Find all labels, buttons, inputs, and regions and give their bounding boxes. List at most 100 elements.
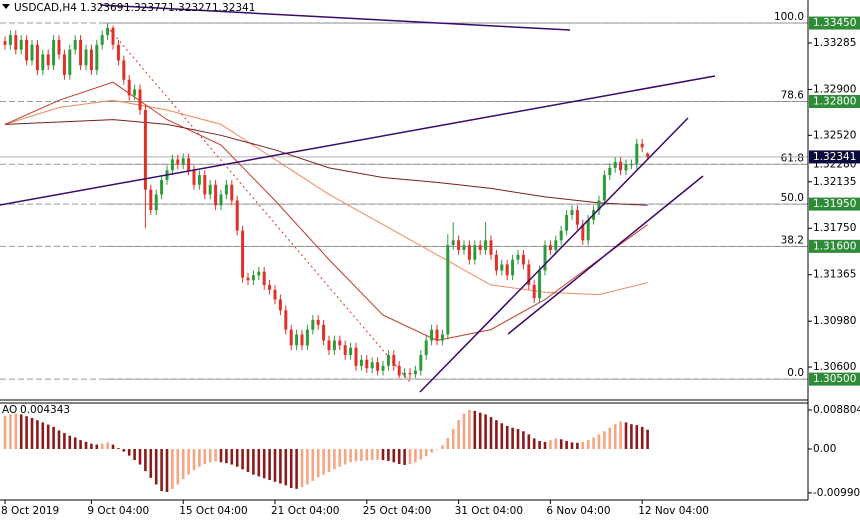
menu-arrow	[2, 4, 10, 9]
ao-bar	[570, 442, 574, 449]
ao-bar	[619, 421, 622, 449]
candle-body	[478, 245, 482, 250]
ao-bar	[133, 448, 136, 461]
x-tick-label: 8 Oct 2019	[1, 505, 59, 517]
ao-bar	[30, 417, 34, 449]
candle-body	[154, 194, 158, 211]
ao-bar	[495, 420, 498, 449]
ao-bar	[613, 424, 617, 449]
candle-body	[322, 324, 326, 341]
candle-body	[46, 54, 50, 66]
candle-body	[100, 35, 104, 45]
ao-bar	[592, 437, 595, 449]
candle-body	[467, 245, 471, 260]
ao-bar	[338, 448, 342, 467]
candle-body	[327, 340, 331, 351]
candle-body	[581, 224, 585, 241]
candle-body	[235, 200, 239, 231]
ao-bar	[484, 414, 487, 449]
candle-body	[613, 161, 617, 168]
candle-body	[241, 230, 245, 278]
candle-body	[273, 289, 277, 300]
ao-bar	[46, 424, 50, 449]
y-tick-label: 1.30980	[813, 315, 856, 327]
candle-body	[133, 89, 137, 96]
ao-bar	[478, 412, 482, 449]
price-box-label: 1.31950	[813, 198, 856, 210]
ao-bar	[154, 448, 158, 485]
fib-baseline	[109, 29, 411, 383]
ao-bar	[279, 448, 282, 484]
x-tick-label: 31 Oct 04:00	[455, 505, 523, 517]
ao-bar	[635, 425, 639, 449]
ao-bar	[441, 445, 444, 449]
ao-bar	[306, 448, 309, 485]
ao-bar	[559, 439, 563, 449]
ao-bar	[122, 448, 126, 452]
ao-bar	[127, 448, 131, 456]
price-box	[809, 197, 860, 211]
candle-body	[3, 41, 7, 45]
ao-bar	[322, 448, 325, 475]
ao-bar	[117, 448, 120, 449]
moving-average	[4, 99, 648, 296]
candle-body	[187, 158, 191, 171]
ao-bar	[424, 448, 428, 457]
ao-bar	[246, 448, 250, 473]
ao-bar	[160, 448, 163, 492]
y-tick-label: 1.31750	[813, 222, 856, 234]
ao-bar	[79, 440, 82, 449]
candle-body	[392, 354, 396, 366]
candle-body	[116, 44, 120, 61]
y-tick-label: 1.32520	[813, 129, 856, 141]
ao-bar	[381, 448, 385, 461]
ao-bar	[149, 448, 153, 478]
ao-bar	[435, 448, 439, 450]
candle-body	[62, 54, 66, 75]
ao-bar	[171, 448, 174, 489]
ao-bar	[419, 448, 423, 460]
candle-body	[624, 164, 628, 171]
candle-body	[111, 27, 115, 45]
ao-bar	[408, 448, 412, 465]
candle-body	[305, 329, 309, 346]
ao-bar	[640, 426, 644, 449]
candle-body	[192, 170, 196, 185]
ao-bar	[511, 427, 514, 449]
candle-body	[138, 89, 142, 110]
ao-bar	[516, 429, 520, 449]
ao-bar	[370, 448, 374, 461]
ao-bar	[360, 448, 363, 461]
candle-body	[527, 264, 531, 285]
ao-bar	[365, 448, 369, 461]
ao-bar	[522, 431, 525, 449]
ao-bar	[63, 433, 66, 449]
ao-bar	[354, 448, 358, 462]
candle-body	[505, 264, 509, 276]
y-tick-label: 1.32900	[813, 83, 856, 95]
ao-bar	[430, 448, 433, 453]
candle-body	[19, 39, 23, 50]
ao-bar	[25, 416, 28, 449]
ao-bar	[9, 414, 12, 449]
ao-bar	[586, 440, 590, 449]
x-tick-label: 12 Nov 04:00	[638, 505, 709, 517]
ao-bar	[73, 437, 77, 449]
candle-body	[95, 44, 99, 71]
candle-body	[543, 245, 547, 271]
fib-level-label: 38.2	[781, 234, 804, 246]
ao-bar	[19, 414, 23, 449]
candle-body	[143, 109, 147, 190]
candle-body	[230, 184, 234, 201]
candle-body	[332, 340, 336, 351]
ao-bar	[111, 444, 115, 449]
candle-body	[354, 347, 358, 366]
ao-bar	[144, 448, 147, 472]
candle-body	[30, 44, 34, 61]
candle-body	[646, 153, 650, 157]
ao-bar	[597, 434, 601, 449]
price-box-label: 1.32800	[813, 96, 856, 108]
candle-body	[635, 143, 639, 165]
ao-bar	[41, 422, 45, 449]
header-close: 1.32341	[212, 2, 255, 14]
